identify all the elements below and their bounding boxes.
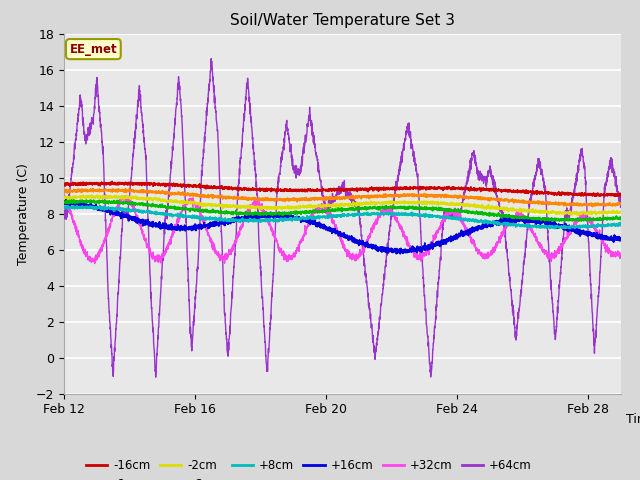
Y-axis label: Temperature (C): Temperature (C) [17, 163, 30, 264]
Title: Soil/Water Temperature Set 3: Soil/Water Temperature Set 3 [230, 13, 455, 28]
Legend: -16cm, -8cm, -2cm, +2cm, +8cm, +16cm, +32cm, +64cm: -16cm, -8cm, -2cm, +2cm, +8cm, +16cm, +3… [81, 455, 537, 480]
Text: Time: Time [627, 413, 640, 426]
Text: EE_met: EE_met [70, 43, 117, 56]
